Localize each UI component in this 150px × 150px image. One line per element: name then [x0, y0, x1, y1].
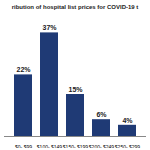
svg-text:$100- $149: $100- $149 [37, 144, 63, 148]
svg-text:4%: 4% [122, 117, 133, 124]
svg-text:22%: 22% [16, 66, 31, 73]
svg-text:$150- $199: $150- $199 [63, 144, 89, 148]
html-text:ribution of hospital list pric: ribution of hospital list prices for COV… [11, 4, 139, 10]
svg-text:37%: 37% [42, 24, 57, 31]
svg-text:$250- $299: $250- $299 [115, 144, 141, 148]
svg-text:$0- $99: $0- $99 [15, 144, 32, 148]
svg-text:15%: 15% [68, 86, 83, 93]
svg-text:$200- $249: $200- $249 [89, 144, 115, 148]
svg-text:6%: 6% [96, 111, 107, 118]
